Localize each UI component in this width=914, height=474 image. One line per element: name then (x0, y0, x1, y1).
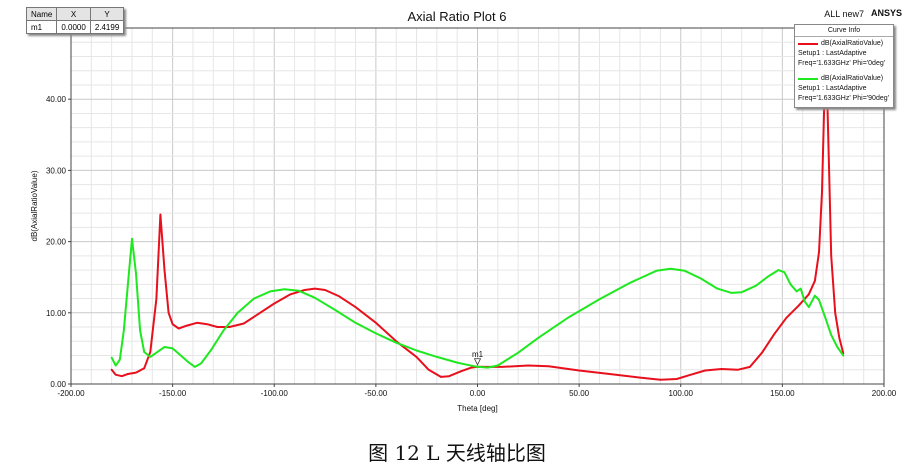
legend-entry-phi0[interactable]: dB(AxialRatioValue) Setup1 : LastAdaptiv… (795, 37, 893, 72)
brand-logo: ANSYS (870, 8, 902, 18)
x-tick-label: -100.00 (261, 389, 289, 398)
y-axis-title: dB(AxialRatioValue) (30, 170, 39, 241)
legend-params: Freq='1.633GHz' Phi='90deg' (798, 95, 889, 102)
marker-table: Name X Y m1 0.0000 2.4199 (25, 7, 125, 34)
marker-y-value: 2.4199 (89, 20, 125, 34)
figure-caption: 图 12 L 天线轴比图 (368, 441, 546, 465)
y-tick-label: 0.00 (50, 380, 66, 389)
y-tick-label: 20.00 (46, 238, 67, 247)
legend[interactable]: Curve Info dB(AxialRatioValue) Setup1 : … (794, 24, 894, 108)
x-tick-label: 200.00 (872, 389, 897, 398)
x-tick-label: 0.00 (470, 389, 486, 398)
x-tick-label: 50.00 (569, 389, 590, 398)
marker-m1-label: m1 (472, 350, 484, 359)
y-tick-label: 30.00 (46, 166, 67, 175)
x-tick-label: -50.00 (365, 389, 388, 398)
series-line-phi90 (110, 237, 845, 369)
marker-m1-icon (473, 358, 482, 366)
marker-name: m1 (25, 20, 58, 34)
x-tick-label: -200.00 (57, 389, 85, 398)
chart-title: Axial Ratio Plot 6 (407, 9, 507, 24)
legend-entry-phi90[interactable]: dB(AxialRatioValue) Setup1 : LastAdaptiv… (795, 72, 893, 107)
legend-params: Freq='1.633GHz' Phi='0deg' (798, 60, 886, 67)
x-tick-label: 100.00 (669, 389, 694, 398)
design-name: ALL new7 (824, 9, 864, 19)
legend-setup: Setup1 : LastAdaptive (798, 50, 867, 57)
marker-x-value: 0.0000 (56, 20, 91, 34)
legend-swatch (798, 78, 818, 80)
marker-header-y: Y (89, 7, 125, 21)
x-tick-label: 150.00 (770, 389, 795, 398)
marker-header-x: X (56, 7, 91, 21)
series-line-phi0 (110, 69, 845, 381)
legend-series-name: dB(AxialRatioValue) (821, 40, 884, 47)
legend-setup: Setup1 : LastAdaptive (798, 85, 867, 92)
y-tick-label: 10.00 (46, 309, 67, 318)
legend-series-name: dB(AxialRatioValue) (821, 75, 884, 82)
legend-swatch (798, 43, 818, 45)
x-tick-label: -150.00 (159, 389, 187, 398)
y-tick-label: 40.00 (46, 95, 67, 104)
legend-title: Curve Info (795, 25, 893, 37)
x-axis-title: Theta [deg] (457, 404, 497, 413)
